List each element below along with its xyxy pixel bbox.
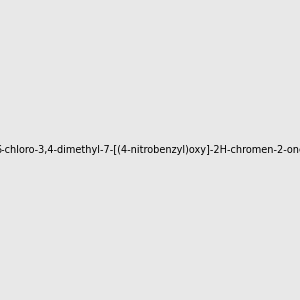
Text: 6-chloro-3,4-dimethyl-7-[(4-nitrobenzyl)oxy]-2H-chromen-2-one: 6-chloro-3,4-dimethyl-7-[(4-nitrobenzyl)… bbox=[0, 145, 300, 155]
